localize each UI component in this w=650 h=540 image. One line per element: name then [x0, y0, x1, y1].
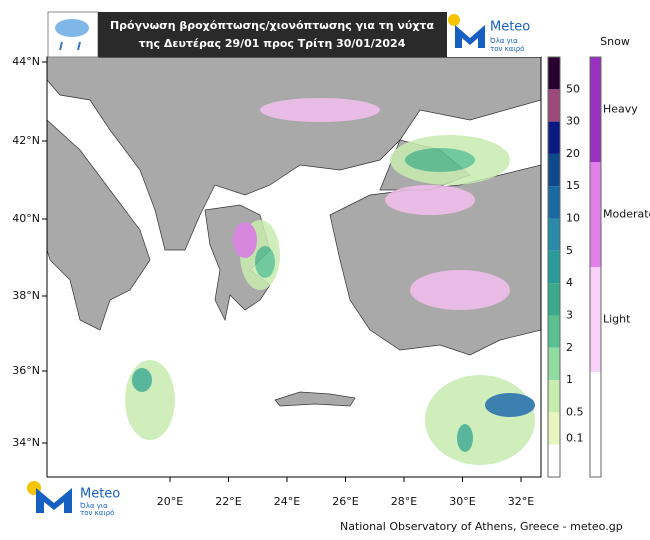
- lon-label: 32°E: [508, 495, 534, 508]
- logo-name: Meteo: [490, 20, 530, 35]
- colorbar-segment: [548, 380, 560, 413]
- lon-label: 22°E: [215, 495, 241, 508]
- colorbar-segment: [548, 121, 560, 154]
- rain-drop: [59, 41, 63, 51]
- colorbar-label: 0.5: [566, 405, 584, 418]
- colorbar-segment: [548, 57, 560, 90]
- logo-tagline: Όλα για: [79, 502, 108, 510]
- rain-drop: [77, 41, 81, 51]
- snow-frame: [589, 56, 602, 478]
- lat-label: 38°N: [12, 289, 40, 302]
- rain-area: [255, 246, 275, 278]
- colorbar-segment: [548, 347, 560, 381]
- logo-sun: [448, 14, 460, 26]
- logo-tagline: τον καιρό: [490, 45, 524, 53]
- snow-area: [260, 98, 380, 122]
- lon-label: 20°E: [157, 495, 183, 508]
- colorbar-label: 30: [566, 115, 580, 128]
- snow-title: Snow: [600, 35, 630, 48]
- crete: [274, 391, 356, 407]
- rain-area: [425, 375, 535, 465]
- snow-segment: [590, 57, 601, 162]
- colorbar-label: 2: [566, 341, 573, 354]
- colorbar-label: 20: [566, 147, 580, 160]
- balkans: [47, 57, 541, 251]
- italy: [47, 119, 151, 331]
- title: της Δευτέρας 29/01 προς Τρίτη 30/01/2024: [139, 37, 406, 50]
- snow-segment: [590, 162, 601, 267]
- snow-label: Heavy: [603, 103, 638, 116]
- colorbar-label: 10: [566, 212, 580, 225]
- lat-label: 42°N: [12, 134, 40, 147]
- logo-mark: [455, 25, 485, 48]
- colorbar-label: 4: [566, 276, 573, 289]
- rain-area: [457, 424, 473, 452]
- lat-label: 36°N: [12, 364, 40, 377]
- colorbar-label: 0.1: [566, 432, 584, 445]
- colorbar-segment: [548, 444, 560, 477]
- lon-label: 30°E: [449, 495, 475, 508]
- generated: 44°N 42°N 40°N 38°N 36°N 34°N 20°E 22°E 24°E 26°E…: [12, 55, 650, 508]
- rain-area: [125, 360, 175, 440]
- logo-name: Meteo: [80, 487, 120, 502]
- snow-area: [410, 270, 510, 310]
- colorbar-label: 15: [566, 179, 580, 192]
- logo-tagline: Όλα για: [489, 37, 518, 45]
- colorbar-segment: [548, 283, 560, 316]
- snow-segment: [590, 267, 601, 372]
- snow-label: Moderate: [603, 208, 650, 221]
- snow-area: [233, 222, 257, 258]
- colorbar-segment: [548, 153, 560, 187]
- lon-label: 28°E: [391, 495, 417, 508]
- snow-area: [385, 185, 475, 215]
- lon-label: 24°E: [274, 495, 300, 508]
- cloud-icon: [55, 19, 89, 37]
- title: Πρόγνωση βροχόπτωσης/χιονόπτωσης για τη …: [110, 19, 434, 32]
- colorbar-label: 5: [566, 244, 573, 257]
- colorbar-segment: [548, 186, 560, 219]
- precipitation: [125, 98, 535, 465]
- lat-label: 44°N: [12, 55, 40, 68]
- logo-tagline: τον καιρό: [80, 509, 114, 517]
- colorbar-segment: [548, 412, 560, 445]
- colorbar-segment: [548, 315, 560, 348]
- lat-label: 34°N: [12, 436, 40, 449]
- footer: National Observatory of Athens, Greece -…: [340, 520, 623, 533]
- colorbar-label: 3: [566, 308, 573, 321]
- rain-area: [485, 393, 535, 417]
- colorbar-label: 50: [566, 82, 580, 95]
- rain-area: [132, 368, 152, 392]
- lon-label: 26°E: [332, 495, 358, 508]
- colorbar-segment: [548, 218, 560, 251]
- colorbar-frame: [547, 56, 561, 478]
- snow-label: Light: [603, 313, 631, 326]
- colorbar-segment: [548, 250, 560, 284]
- colorbar-segment: [548, 89, 560, 122]
- title-box: [98, 12, 447, 57]
- snow-segment: [590, 372, 601, 477]
- colorbar-label: 1: [566, 373, 573, 386]
- logo-mark: [36, 488, 72, 513]
- rain-area: [405, 148, 475, 172]
- lat-label: 40°N: [12, 212, 40, 225]
